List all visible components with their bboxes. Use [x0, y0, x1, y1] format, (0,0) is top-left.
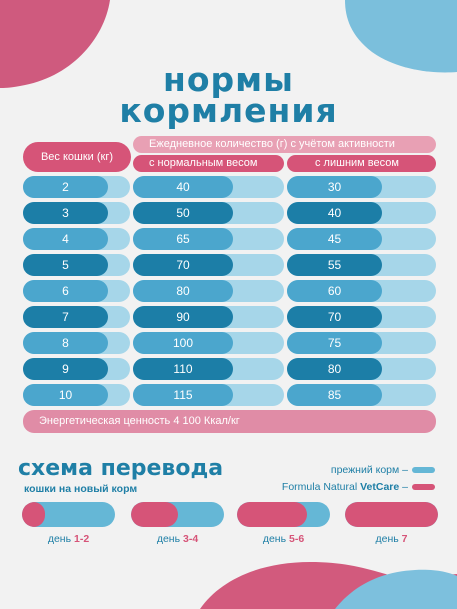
day-range: 7 [401, 533, 408, 545]
normal-value: 100 [133, 332, 233, 354]
day-range: 5-6 [288, 533, 305, 545]
normal-value: 70 [133, 254, 233, 276]
transition-day-label: день 7 [345, 533, 438, 545]
legend-old-food: прежний корм – [331, 464, 435, 476]
amount-header: Ежедневное количество (г) с учётом актив… [133, 136, 436, 153]
new-food-fill [345, 502, 438, 527]
excess-weight-header: с лишним весом [287, 155, 436, 172]
pink-blob-top-left [0, 0, 110, 88]
transition-step-bar [22, 502, 115, 527]
new-food-fill [131, 502, 178, 527]
weight-value: 5 [23, 254, 108, 276]
excess-value: 80 [287, 358, 382, 380]
transition-step-bar [131, 502, 224, 527]
day-range: 1-2 [73, 533, 90, 545]
weight-value: 9 [23, 358, 108, 380]
weight-value: 3 [23, 202, 108, 224]
new-food-fill [22, 502, 45, 527]
normal-value: 50 [133, 202, 233, 224]
excess-value: 55 [287, 254, 382, 276]
day-word: день [375, 533, 399, 545]
excess-value: 85 [287, 384, 382, 406]
day-word: день [156, 533, 181, 545]
excess-value: 45 [287, 228, 382, 250]
normal-weight-header: с нормальным весом [133, 155, 284, 172]
new-food-fill [237, 502, 307, 527]
weight-value: 4 [23, 228, 108, 250]
legend-old-label: прежний корм – [330, 464, 408, 476]
weight-value: 8 [23, 332, 108, 354]
weight-value: 7 [23, 306, 108, 328]
blue-blob-top-right [345, 0, 457, 73]
legend-new-brand: VetCare [360, 481, 400, 493]
transition-title: схема перевода [18, 456, 224, 481]
normal-value: 90 [133, 306, 233, 328]
day-word: день [47, 533, 72, 545]
legend-new-swatch [412, 484, 435, 491]
energy-value-bar: Энергетическая ценность 4 100 Ккал/кг [23, 410, 436, 433]
day-word: день [262, 533, 287, 545]
normal-value: 80 [133, 280, 233, 302]
normal-value: 115 [133, 384, 233, 406]
weight-value: 2 [23, 176, 108, 198]
transition-day-label: день 1-2 [22, 533, 115, 545]
excess-value: 75 [287, 332, 382, 354]
excess-value: 40 [287, 202, 382, 224]
normal-value: 110 [133, 358, 233, 380]
legend-old-swatch [412, 467, 435, 474]
transition-step-bar [237, 502, 330, 527]
excess-value: 60 [287, 280, 382, 302]
transition-day-label: день 5-6 [237, 533, 330, 545]
transition-day-label: день 3-4 [131, 533, 224, 545]
legend-new-food: Formula Natural VetCare – [282, 481, 435, 493]
legend-new-label-suffix: – [399, 481, 408, 493]
weight-header: Вес кошки (кг) [23, 142, 131, 172]
normal-value: 40 [133, 176, 233, 198]
blob-bottom-right [200, 562, 457, 609]
transition-subtitle: кошки на новый корм [24, 483, 138, 495]
legend-new-label-prefix: Formula Natural [281, 481, 361, 493]
page-title: нормы кормления [0, 60, 457, 130]
normal-value: 65 [133, 228, 233, 250]
weight-value: 6 [23, 280, 108, 302]
transition-step-bar [345, 502, 438, 527]
page-title-line1: нормы [163, 60, 294, 99]
page-title-line2: кормления [119, 91, 338, 130]
excess-value: 30 [287, 176, 382, 198]
weight-value: 10 [23, 384, 108, 406]
day-range: 3-4 [182, 533, 199, 545]
excess-value: 70 [287, 306, 382, 328]
